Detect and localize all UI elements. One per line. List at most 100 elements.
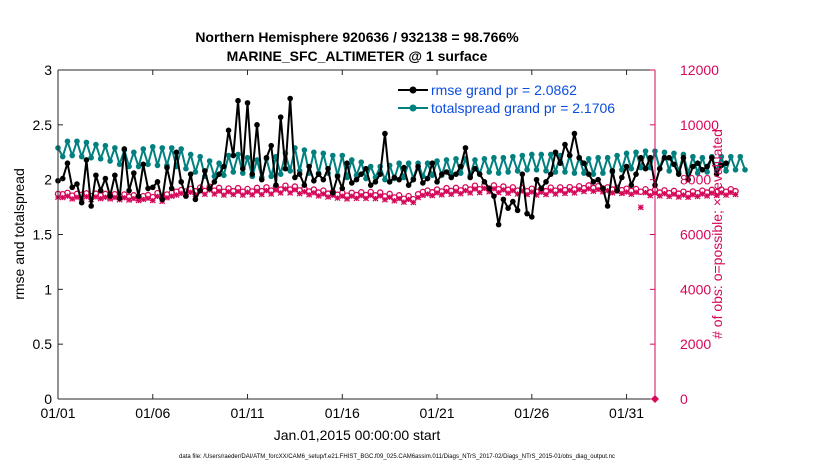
totalspread-point (533, 166, 540, 173)
obs-evaluated-point (225, 188, 232, 195)
footer-data-file: data file: /Users/raeder/DAI/ATM_forcXX/… (179, 454, 615, 460)
obs-evaluated-point (334, 195, 341, 202)
obs-evaluated-point (59, 194, 66, 201)
totalspread-point (562, 169, 568, 175)
totalspread-point (154, 162, 161, 169)
totalspread-point (135, 163, 142, 170)
rmse-point (93, 172, 99, 179)
rmse-point (339, 185, 346, 192)
totalspread-point (505, 169, 511, 175)
rmse-point (410, 176, 417, 183)
totalspread-point (529, 151, 535, 158)
rmse-point (590, 179, 597, 185)
obs-evaluated-point (557, 187, 564, 194)
totalspread-point (495, 170, 502, 176)
obs-evaluated-point (666, 193, 673, 200)
rmse-point (595, 176, 601, 183)
totalspread-point (457, 170, 464, 176)
totalspread-point (623, 150, 630, 157)
rmse-point (353, 176, 360, 183)
rmse-point (112, 172, 118, 179)
obs-evaluated-point (268, 190, 275, 197)
obs-evaluated-point (291, 186, 298, 193)
obs-evaluated-point (424, 190, 431, 197)
obs-evaluated-point (732, 191, 739, 198)
obs-evaluated-point (140, 196, 147, 203)
obs-evaluated-point (187, 189, 194, 196)
totalspread-point (239, 170, 246, 176)
rmse-point (287, 95, 293, 102)
rmse-point (78, 199, 85, 206)
rmse-point (486, 185, 492, 192)
obs-evaluated-point (339, 193, 346, 200)
rmse-point (183, 193, 189, 199)
rmse-point (690, 163, 696, 170)
rmse-point (704, 163, 710, 170)
obs-evaluated-point (372, 195, 379, 202)
obs-evaluated-point (443, 188, 450, 195)
rmse-point (443, 169, 450, 175)
y2-tick-label: 12000 (680, 62, 719, 78)
rmse-point (382, 130, 388, 137)
x-tick-label: 01/26 (514, 405, 549, 421)
totalspread-point (311, 149, 317, 156)
obs-evaluated-point (623, 188, 630, 196)
totalspread-point (486, 169, 492, 175)
obs-evaluated-point (448, 191, 455, 198)
totalspread-point (206, 158, 213, 164)
obs-evaluated-point (144, 195, 152, 202)
obs-evaluated-point (277, 189, 284, 196)
rmse-point (121, 146, 128, 152)
obs-evaluated-point (253, 188, 261, 195)
x-tick-label: 01/06 (135, 405, 170, 421)
totalspread-point (547, 151, 554, 158)
rmse-point (713, 171, 720, 177)
y2-tick-label: 4000 (680, 281, 711, 297)
obs-evaluated-point (348, 193, 355, 200)
totalspread-point (628, 165, 635, 172)
obs-evaluated-point (126, 196, 133, 203)
rmse-point (358, 171, 365, 177)
rmse-point (438, 171, 445, 177)
rmse-point (585, 171, 592, 177)
rmse-point (524, 210, 530, 217)
rmse-point (453, 171, 459, 177)
totalspread-point (83, 139, 90, 146)
totalspread-point (666, 168, 673, 174)
totalspread-point (718, 153, 725, 160)
obs-evaluated-point (580, 188, 587, 195)
obs-evaluated-point (685, 194, 692, 201)
rmse-point (320, 176, 327, 183)
totalspread-point (221, 172, 227, 179)
totalspread-point (244, 154, 251, 161)
rmse-point (178, 179, 184, 185)
totalspread-point (187, 151, 194, 158)
rmse-point (102, 175, 109, 182)
totalspread-point (434, 158, 440, 164)
rmse-point (296, 171, 303, 177)
legend-box (392, 76, 652, 120)
totalspread-point (429, 172, 436, 179)
obs-evaluated-point (595, 186, 602, 193)
rmse-point (420, 180, 426, 186)
rmse-point (538, 185, 545, 192)
totalspread-point (168, 145, 175, 151)
totalspread-point (491, 154, 497, 161)
totalspread-point (443, 157, 450, 163)
y-tick-label: 1.5 (33, 227, 53, 243)
totalspread-point (78, 153, 85, 160)
rmse-point (372, 179, 379, 185)
obs-evaluated-point (727, 189, 734, 196)
obs-evaluated-point (272, 187, 279, 194)
x-tick-label: 01/01 (40, 405, 75, 421)
rmse-point (600, 185, 606, 192)
rmse-point (277, 114, 284, 120)
obs-evaluated-point (708, 190, 715, 197)
obs-evaluated-point (362, 195, 370, 202)
totalspread-point (197, 153, 203, 160)
obs-evaluated-point (434, 189, 441, 196)
rmse-point (59, 175, 66, 182)
series-layer (54, 95, 748, 403)
totalspread-point (268, 173, 275, 180)
rmse-point (510, 198, 516, 205)
